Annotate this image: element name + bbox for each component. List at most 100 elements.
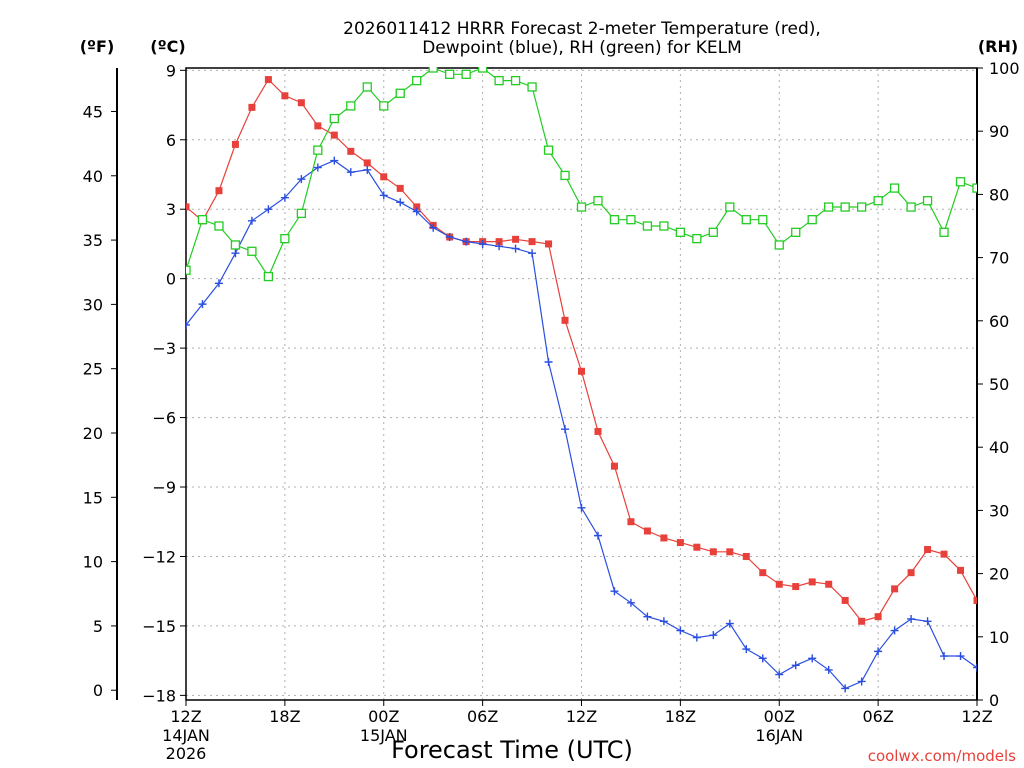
temperature-point (759, 569, 767, 577)
x-tick-date-label: 16JAN (755, 726, 803, 745)
rh-tick-label: 90 (989, 122, 1009, 141)
temperature-point (693, 543, 701, 551)
temperature-point (627, 518, 635, 526)
fahrenheit-tick-label: 40 (83, 167, 103, 186)
temperature-point (924, 546, 932, 554)
rh-point (856, 202, 867, 212)
dewpoint-point (841, 684, 850, 693)
x-tick-date-label: 15JAN (360, 726, 408, 745)
dewpoint-point (186, 320, 190, 329)
rh-point (840, 202, 850, 212)
rh-point (296, 208, 307, 219)
x-tick-label: 12Z (961, 707, 992, 726)
dewpoint-point (462, 237, 471, 246)
celsius-tick-label: 9 (166, 61, 176, 80)
rh-point (197, 215, 208, 225)
temperature-point (742, 552, 750, 560)
dewpoint-point (923, 617, 932, 626)
dewpoint-point (956, 652, 965, 661)
plot-frame (185, 67, 978, 701)
chart-text: 2026011412 HRRR Forecast 2-meter Tempera… (80, 19, 1018, 765)
temperature-point (545, 240, 553, 248)
temperature-point (495, 238, 503, 246)
rh-unit-label: (RH) (978, 37, 1018, 56)
temperature-point (841, 596, 849, 604)
rh-point (576, 202, 587, 212)
temperature-point (264, 76, 272, 84)
rh-point (510, 75, 521, 86)
temperature-point (413, 203, 421, 211)
rh-point (214, 221, 224, 231)
rh-point (741, 215, 751, 225)
temperature-point (578, 367, 585, 375)
celsius-tick-label: −9 (152, 478, 176, 497)
credit-text: coolwx.com/models (868, 747, 1016, 765)
rh-point (609, 215, 620, 225)
celsius-tick-label: 6 (166, 131, 176, 150)
rh-point (395, 88, 405, 98)
dewpoint-point (692, 633, 701, 642)
temperature-point (643, 527, 651, 535)
dewpoint-point (198, 300, 207, 309)
rh-tick-label: 20 (989, 565, 1009, 584)
temperature-point (709, 548, 717, 556)
celsius-tick-label: −3 (152, 339, 176, 358)
dewpoint-point (445, 232, 454, 241)
dewpoint-point (676, 626, 685, 635)
dewpoint-point (907, 614, 916, 623)
rh-tick-label: 80 (989, 185, 1009, 204)
temperature-point (561, 316, 569, 324)
dewpoint-point (478, 239, 487, 248)
x-axis-title: Forecast Time (UTC) (391, 736, 633, 764)
rh-point (346, 101, 356, 111)
rh-point (642, 221, 653, 231)
fahrenheit-tick-label: 10 (83, 553, 103, 572)
rh-tick-label: 30 (989, 501, 1009, 520)
series-rh (186, 67, 977, 282)
rh-point (922, 196, 933, 206)
temperature-point (940, 550, 948, 558)
rh-point (362, 82, 372, 92)
temperature-point (907, 569, 915, 577)
rh-point (428, 67, 438, 73)
celsius-tick-label: −18 (142, 686, 176, 705)
grid-lines (186, 68, 977, 700)
rh-point (230, 240, 241, 250)
temperature-point (792, 583, 800, 591)
rh-point (461, 69, 471, 79)
dewpoint-point (742, 645, 751, 654)
temperature-point (990, 609, 997, 616)
rh-point (494, 75, 504, 86)
fahrenheit-tick-label: 45 (83, 102, 103, 121)
rh-point (807, 215, 817, 225)
temperature-point (874, 613, 882, 621)
chart-title-line-1: 2026011412 HRRR Forecast 2-meter Tempera… (343, 19, 821, 39)
rh-tick-label: 60 (989, 312, 1009, 331)
temperature-point (808, 578, 816, 586)
rh-point (659, 221, 669, 231)
rh-point (939, 227, 949, 237)
rh-point (758, 215, 768, 225)
rh-tick-label: 70 (989, 249, 1009, 268)
rh-point (955, 177, 966, 187)
dewpoint-point (511, 244, 520, 253)
dewpoint-point (626, 598, 635, 607)
dewpoint-point (725, 619, 734, 628)
rh-point (280, 233, 290, 244)
celsius-tick-label: 0 (166, 270, 176, 289)
x-tick-label: 12Z (566, 707, 597, 726)
dewpoint-point (791, 661, 800, 670)
temperature-point (973, 596, 977, 604)
temperature-point (314, 122, 322, 130)
dewpoint-point (973, 663, 977, 672)
temperature-point (231, 140, 239, 148)
rh-point (543, 145, 554, 155)
rh-point (626, 215, 636, 225)
rh-point (329, 113, 339, 124)
dewpoint-point (313, 163, 322, 172)
dewpoint-point (874, 647, 883, 656)
series-dewpoint (186, 156, 977, 693)
temperature-point (330, 131, 338, 139)
dewpoint-point (610, 587, 619, 596)
